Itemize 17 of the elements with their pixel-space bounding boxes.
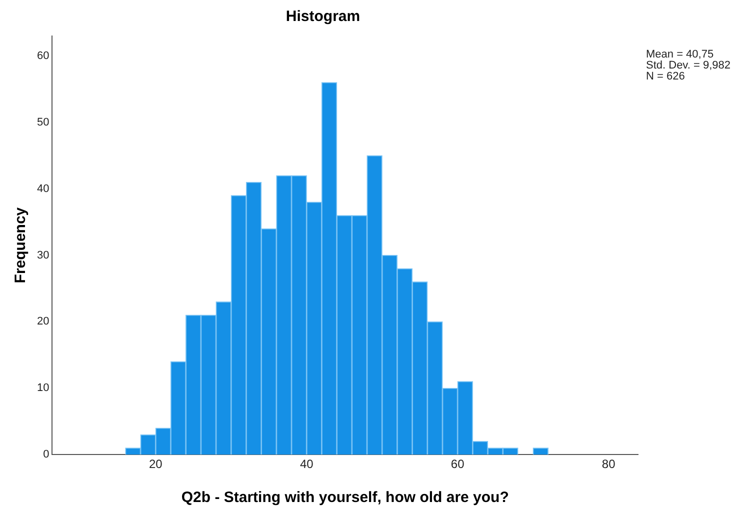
x-tick-label: 40 (300, 457, 314, 472)
y-tick-label: 30 (36, 249, 50, 262)
x-tick-label: 60 (450, 457, 465, 472)
text: N = 626 (646, 70, 685, 83)
y-tick-label: 0 (43, 448, 50, 461)
y-axis-title: Frequency (12, 206, 30, 284)
x-tick-label: 20 (148, 457, 163, 472)
x-axis-title: Q2b - Starting with yourself, how old are you? (181, 489, 509, 506)
y-tick-label: 40 (36, 182, 50, 195)
text: Std. Dev. = 9,982 (646, 60, 730, 72)
x-tick-label: 80 (602, 457, 616, 472)
text: Mean = 40,75 (646, 48, 714, 61)
y-tick-label: 10 (36, 382, 50, 394)
y-tick-label: 60 (36, 50, 50, 62)
y-tick-label: 20 (36, 316, 50, 328)
chart-title: Histogram (286, 8, 360, 26)
y-tick-label: 50 (36, 116, 50, 128)
